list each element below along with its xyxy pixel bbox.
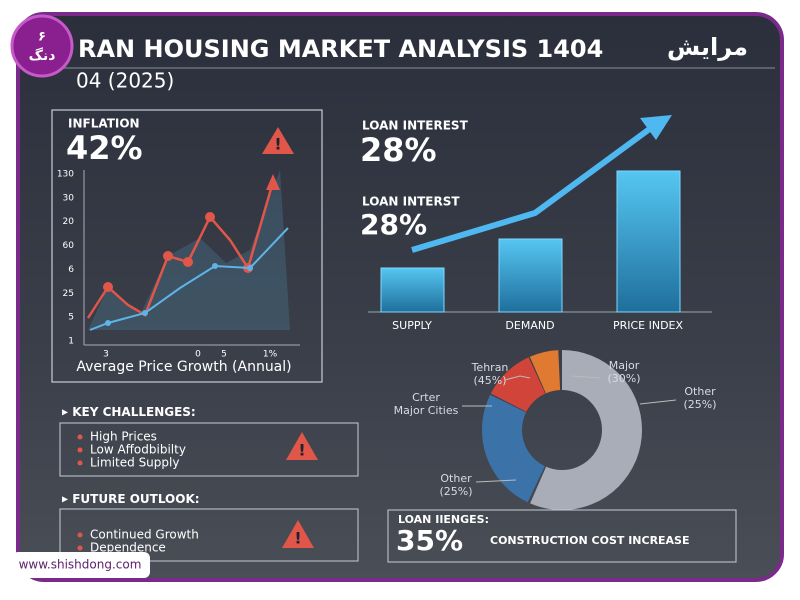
heading-text: FUTURE OUTLOOK: [72, 492, 199, 506]
donut-label: Tehran [471, 361, 509, 374]
heading-text: KEY CHALLENGES: [72, 405, 196, 419]
bar-label: PRICE INDEX [613, 319, 684, 332]
bullet [77, 447, 83, 453]
loan-value: 28% [360, 131, 437, 169]
logo [10, 14, 74, 78]
trend-arrow [411, 122, 657, 253]
donut-segment [482, 350, 642, 510]
bullet [77, 532, 83, 538]
donut-label: Other [684, 385, 716, 398]
y-axis-label: 60 [63, 241, 75, 251]
bar-shape [498, 238, 563, 313]
outlook-box [59, 508, 359, 562]
list-item: High Prices [90, 430, 157, 444]
title: RAN HOUSING MARKET ANALYSIS 1404 [78, 35, 603, 63]
red-arrow [266, 174, 280, 190]
donut-label: Other [440, 472, 472, 485]
warning-icon [262, 127, 294, 154]
inflation-panel [51, 109, 323, 383]
logo-text: دنگ [29, 47, 56, 64]
bullet [77, 545, 83, 551]
trend-arrowhead [640, 115, 672, 140]
bottom-label: LOAN IIENGES: [398, 513, 489, 526]
area-shape [88, 170, 290, 330]
loan-label: LOAN INTERST [362, 195, 460, 209]
warning-mark: ! [294, 529, 301, 548]
y-axis-label: 1 [68, 337, 74, 347]
donut-label: (45%) [473, 374, 506, 387]
bottom-note: CONSTRUCTION COST INCREASE [490, 534, 690, 547]
section-heading: ▸ FUTURE OUTLOOK: [62, 492, 200, 506]
section-heading: ▸ KEY CHALLENGES: [62, 405, 196, 419]
y-axis-label: 20 [63, 217, 75, 227]
donut-label: (30%) [607, 372, 640, 385]
list-item: Limited Supply [90, 456, 179, 470]
list-item: Dependence [90, 541, 166, 555]
footer-url: www.shishdong.com [19, 558, 142, 572]
bar-label: DEMAND [505, 319, 554, 332]
inflation-value: 42% [66, 129, 143, 167]
x-axis-label: 0 [195, 350, 201, 360]
url-tag [12, 552, 150, 578]
title-fa: مرایش [667, 33, 748, 61]
y-axis-label: 5 [68, 313, 74, 323]
list-item: Low Affodbibilty [90, 443, 186, 457]
donut-label: Major Cities [394, 404, 459, 417]
donut-label: Major [609, 359, 640, 372]
bottom-value: 35% [396, 524, 463, 557]
bar-shape [616, 170, 681, 313]
warning-mark: ! [274, 135, 281, 154]
caption: Average Price Growth (Annual) [76, 359, 291, 375]
x-axis-label: 5 [221, 350, 227, 360]
bullet [77, 434, 83, 440]
logo-text: ۶ [38, 30, 46, 45]
red-line [86, 181, 275, 319]
donut-segment [482, 350, 642, 510]
y-axis-label: 30 [63, 193, 75, 203]
donut-label: (25%) [439, 485, 472, 498]
y-axis-label: 25 [63, 289, 74, 299]
inflation-label: INFLATION [68, 117, 140, 131]
x-axis-label: 1% [263, 350, 278, 360]
loan-value: 28% [360, 208, 427, 241]
bottom-box [387, 509, 737, 563]
bar-label: SUPPLY [392, 319, 432, 332]
donut-label: Crter [412, 391, 440, 404]
loan-label: LOAN INTEREST [362, 119, 469, 133]
warning-icon [286, 432, 318, 460]
y-axis-label: 130 [57, 170, 74, 180]
subtitle: 04 (2025) [76, 69, 174, 93]
bar-shape [380, 267, 445, 313]
bullet [77, 460, 83, 466]
y-axis-label: 6 [68, 265, 74, 275]
x-axis-label: 3 [103, 350, 109, 360]
warning-icon [282, 520, 314, 548]
warning-mark: ! [298, 441, 305, 460]
donut-label: (25%) [683, 398, 716, 411]
challenge-box [59, 422, 359, 477]
list-item: Continued Growth [90, 528, 199, 542]
